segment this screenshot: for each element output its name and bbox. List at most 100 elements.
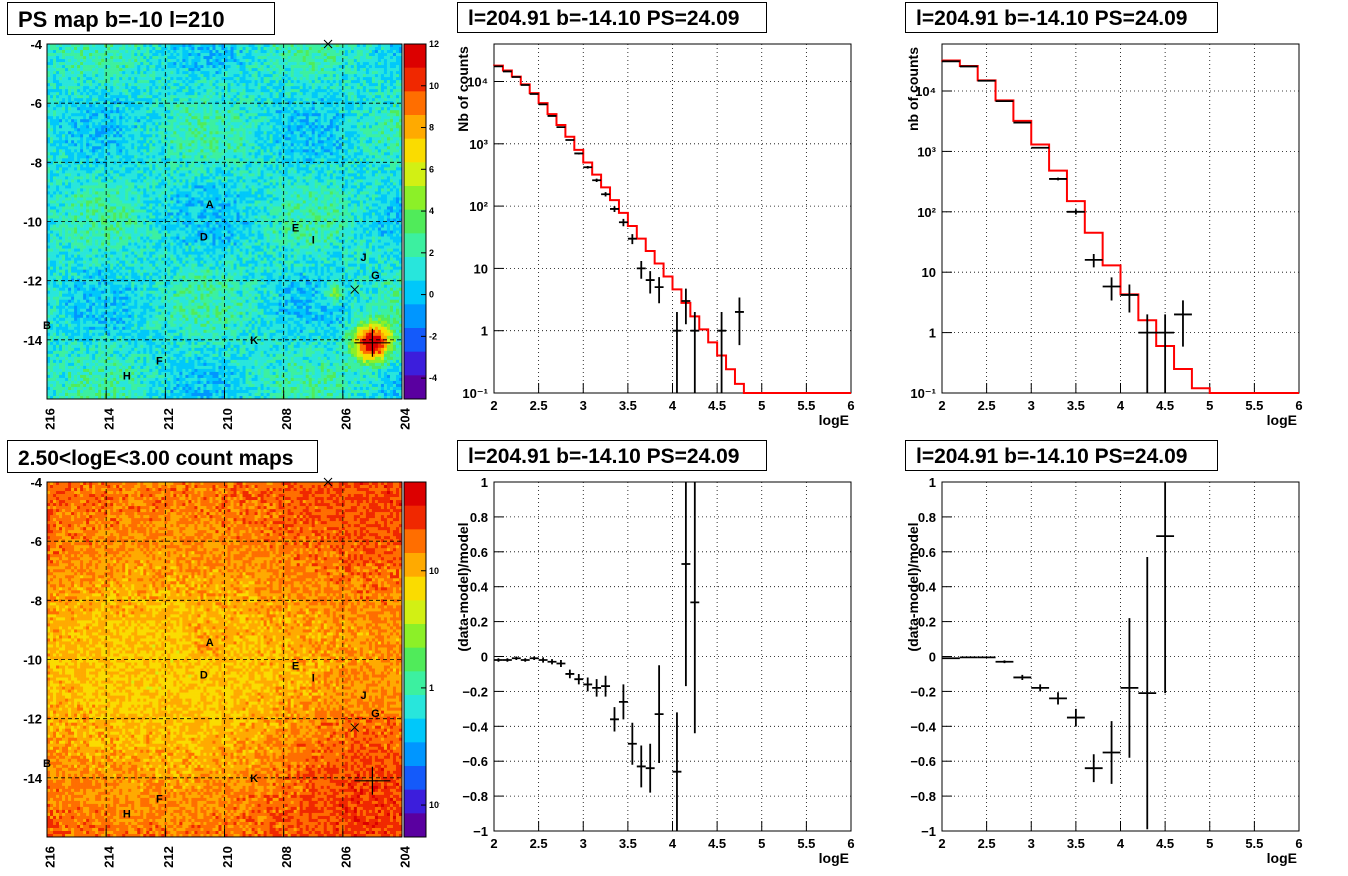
colorbar-cell (404, 55, 426, 63)
colorbar-cell (404, 482, 426, 489)
colorbar-tick-label: 12 (429, 39, 439, 49)
colorbar-cell (404, 665, 426, 672)
colorbar-cell (404, 203, 426, 211)
x-tick-label: 2 (490, 398, 497, 413)
plot-frame (493, 481, 852, 832)
data-point (1156, 314, 1175, 393)
x-tick-label: 3 (1028, 836, 1035, 851)
x-tick-label: 4 (669, 398, 677, 413)
plot-frame (493, 43, 852, 394)
y-tick-label: -14 (23, 771, 43, 786)
data-point (1120, 618, 1139, 758)
x-axis-title: logE (819, 412, 849, 428)
source-label: D (200, 669, 208, 681)
colorbar-cell (404, 61, 426, 69)
colorbar-cell (404, 683, 426, 690)
data-point (1013, 121, 1032, 124)
colorbar-cell (404, 511, 426, 518)
colorbar-cell (404, 393, 426, 400)
data-point (502, 658, 512, 662)
data-point (672, 712, 682, 831)
x-tick-label: 4.5 (1156, 836, 1174, 851)
data-point (627, 722, 637, 765)
colorbar-cell (404, 180, 426, 187)
source-position-cross (354, 328, 391, 357)
colorbar-cell (404, 677, 426, 684)
colorbar (404, 482, 426, 838)
spectrum1-title: l=204.91 b=-14.10 PS=24.09 (457, 2, 767, 33)
x-axis-title: logE (819, 850, 849, 866)
colorbar-cell (404, 197, 426, 205)
x-tick-label: 4 (1117, 836, 1125, 851)
spectrum2-chart: 2 2.5 3 3.5 4 4.5 5 5.5 6 10⁻¹ 1 10 10² 10³ 10⁴ logE nb … (905, 43, 1303, 428)
x-tick-label: 206 (338, 846, 353, 868)
colorbar-cell (404, 807, 426, 814)
x-tick-label: 5.5 (797, 398, 815, 413)
y-tick-label: 0.6 (918, 545, 936, 560)
data-point (565, 669, 575, 679)
colorbar-tick-label: 6 (429, 164, 434, 174)
residual2-chart: 2 2.5 3 3.5 4 4.5 5 5.5 6 −1 −0.8 −0.6 −0.4 −0.2 0 0.2 0… (905, 475, 1303, 866)
data-point (654, 665, 664, 763)
x-tick-label: 214 (102, 407, 117, 429)
data-point (1084, 754, 1103, 783)
colorbar-cell (404, 215, 426, 222)
colorbar-cell (404, 186, 426, 193)
x-tick-label: 4.5 (708, 836, 726, 851)
source-label: J (360, 690, 366, 702)
count-map-chart: 216 214 212 210 208 206 204 -4 -6 -8 -10 -12 -14 A D E I… (23, 475, 440, 868)
y-tick-label: −0.2 (462, 684, 488, 699)
colorbar-cell (404, 49, 426, 57)
colorbar-cell (404, 233, 426, 240)
colorbar-cell (404, 771, 426, 779)
colorbar-cell (404, 245, 426, 252)
y-tick-label: 0.4 (918, 580, 937, 595)
x-tick-label: 2.5 (530, 398, 548, 413)
x-tick-label: 6 (1295, 398, 1302, 413)
x-tick-label: 4 (1117, 398, 1125, 413)
colorbar-cell (404, 298, 426, 305)
y-tick-label: 10 (474, 261, 488, 276)
data-point (592, 679, 602, 697)
data-point (681, 482, 691, 687)
x-tick-label: 5.5 (1245, 398, 1263, 413)
colorbar-cell (404, 594, 426, 601)
colorbar-tick-label: 10 (429, 81, 439, 91)
y-tick-label: 10³ (917, 144, 936, 159)
data-point (511, 76, 521, 78)
data-point (627, 234, 637, 245)
colorbar-cell (404, 381, 426, 388)
x-tick-label: 216 (42, 408, 57, 430)
colorbar-cell (404, 553, 426, 560)
data-point (942, 657, 960, 660)
colorbar-cell (404, 268, 426, 276)
x-tick-label: 2.5 (978, 836, 996, 851)
x-tick-label: 6 (847, 836, 854, 851)
colorbar-tick-label: 0 (429, 290, 434, 300)
data-point (1138, 314, 1157, 393)
colorbar-cell (404, 120, 426, 128)
map-top-title: PS map b=-10 l=210 (7, 2, 275, 35)
colorbar-tick-label: 1 (429, 683, 434, 693)
y-tick-label: 10 (922, 265, 936, 280)
y-tick-label: -8 (30, 155, 42, 170)
data-point (636, 260, 646, 279)
y-tick-label: 10⁻¹ (462, 386, 488, 401)
colorbar-cell (404, 79, 426, 86)
y-tick-label: 0.4 (470, 580, 489, 595)
colorbar-cell (404, 547, 426, 554)
y-tick-label: 0 (929, 650, 936, 665)
x-tick-label: 3 (1028, 398, 1035, 413)
x-tick-label: 210 (220, 846, 235, 868)
colorbar-tick-label: 2 (429, 248, 434, 258)
data-point (645, 743, 655, 793)
x-tick-label: 5 (758, 398, 765, 413)
data-point (610, 206, 619, 212)
colorbar-cell (404, 138, 426, 145)
y-tick-label: −0.4 (910, 719, 936, 734)
data-point (995, 100, 1014, 103)
colorbar-cell (404, 588, 426, 595)
colorbar-cell (404, 576, 426, 583)
ps-map-chart: 216 214 212 210 208 206 204-4-6-8-10-12-14ADEI… (23, 37, 439, 430)
data-point (1102, 277, 1121, 301)
